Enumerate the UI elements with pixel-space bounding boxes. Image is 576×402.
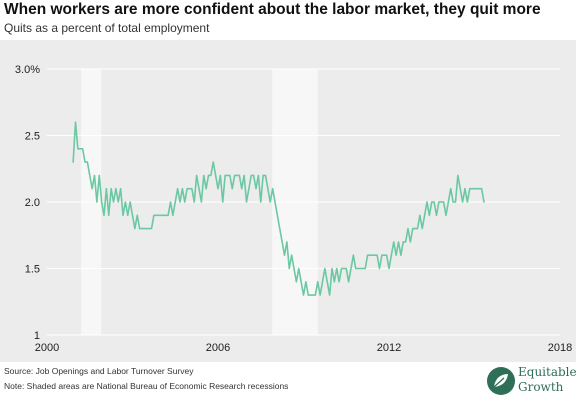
y-tick-label: 3.0% — [15, 64, 40, 76]
y-tick-label: 1 — [34, 330, 40, 342]
x-tick-label: 2012 — [377, 342, 401, 354]
grid-lines — [47, 68, 560, 336]
y-tick-label: 2.5 — [25, 131, 40, 143]
x-axis-tick-labels: 2000 2006 2012 2018 — [35, 342, 572, 354]
y-axis-tick-labels: 1 1.5 2.0 2.5 3.0% — [15, 64, 40, 342]
x-tick-label: 2000 — [35, 342, 59, 354]
x-tick-label: 2006 — [206, 342, 230, 354]
leaf-icon — [487, 367, 515, 395]
y-tick-label: 2.0 — [25, 197, 40, 209]
series-layer — [72, 121, 485, 296]
logo-line-1: Equitable — [518, 365, 576, 379]
y-tick-label: 1.5 — [25, 264, 40, 276]
source-note: Source: Job Openings and Labor Turnover … — [4, 366, 194, 376]
equitable-growth-logo: Equitable Growth — [486, 364, 576, 400]
quits-chart: 1 1.5 2.0 2.5 3.0% 2000 2006 2012 2018 — [0, 40, 576, 362]
recession-note: Note: Shaded areas are National Bureau o… — [4, 381, 289, 391]
logo-line-2: Growth — [518, 380, 564, 394]
x-tick-label: 2018 — [548, 342, 572, 354]
chart-title: When workers are more confident about th… — [4, 1, 541, 18]
chart-subtitle: Quits as a percent of total employment — [4, 21, 210, 35]
series-line-1 — [72, 121, 485, 296]
